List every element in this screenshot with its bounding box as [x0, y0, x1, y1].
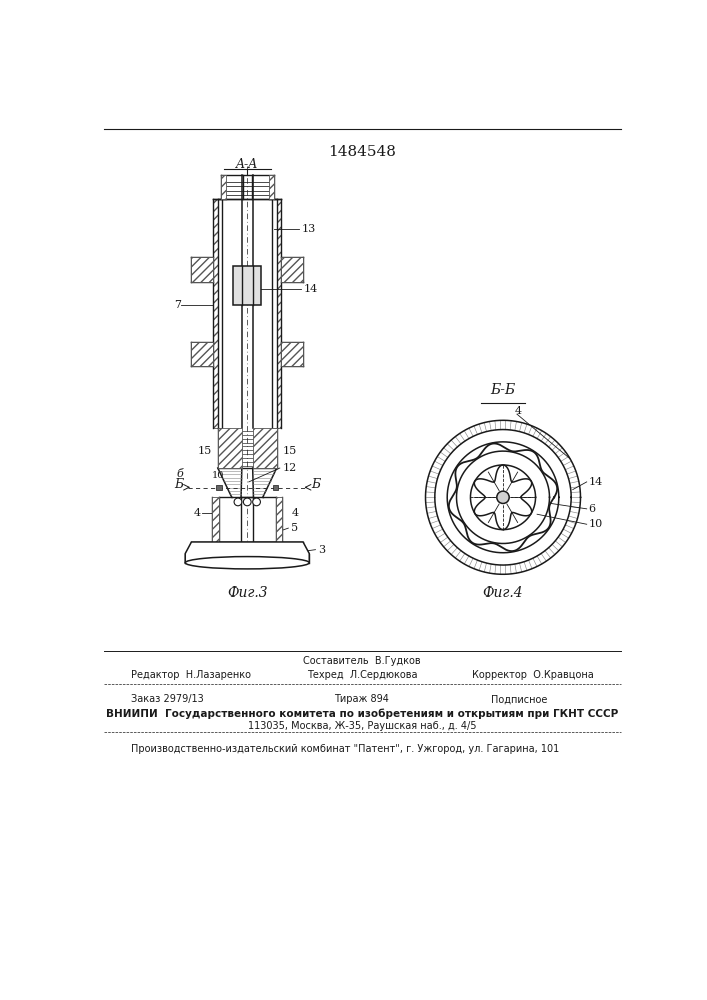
- Text: Тираж 894: Тираж 894: [334, 694, 390, 704]
- Bar: [273, 485, 279, 490]
- Text: 4: 4: [515, 406, 522, 416]
- Bar: [276, 497, 282, 542]
- Text: 4: 4: [193, 508, 201, 518]
- Text: Редактор  Н.Лазаренко: Редактор Н.Лазаренко: [131, 670, 251, 680]
- Bar: [192, 257, 213, 282]
- Text: 7: 7: [174, 300, 181, 310]
- Text: Техред  Л.Сердюкова: Техред Л.Сердюкова: [307, 670, 417, 680]
- Circle shape: [252, 498, 260, 506]
- Bar: [221, 175, 226, 199]
- Text: 13: 13: [301, 224, 316, 234]
- Text: Б: Б: [311, 478, 320, 491]
- Text: Заказ 2979/13: Заказ 2979/13: [131, 694, 204, 704]
- Ellipse shape: [185, 557, 309, 569]
- Text: Подписное: Подписное: [491, 694, 548, 704]
- Text: 1484548: 1484548: [328, 145, 396, 159]
- Text: Б-Б: Б-Б: [491, 383, 515, 397]
- Bar: [218, 199, 223, 428]
- Text: Составитель  В.Гудков: Составитель В.Гудков: [303, 656, 421, 666]
- Bar: [276, 199, 281, 428]
- Text: Б: Б: [175, 478, 184, 491]
- Circle shape: [497, 491, 509, 503]
- Bar: [281, 257, 303, 282]
- Text: б: б: [177, 469, 184, 479]
- Text: 14: 14: [304, 284, 318, 294]
- Text: 113035, Москва, Ж-35, Раушская наб., д. 4/5: 113035, Москва, Ж-35, Раушская наб., д. …: [247, 721, 477, 731]
- Bar: [192, 342, 213, 366]
- Bar: [269, 175, 274, 199]
- Text: 4: 4: [291, 508, 298, 518]
- Bar: [213, 199, 218, 428]
- Text: 10: 10: [588, 519, 602, 529]
- Bar: [272, 199, 276, 428]
- Text: 12: 12: [283, 463, 297, 473]
- Text: 15: 15: [283, 446, 297, 456]
- Text: 14: 14: [588, 477, 602, 487]
- Bar: [212, 497, 218, 542]
- Text: 10: 10: [211, 471, 224, 480]
- Text: ВНИИПИ  Государственного комитета по изобретениям и открытиям при ГКНТ СССР: ВНИИПИ Государственного комитета по изоб…: [106, 708, 618, 719]
- Text: Производственно-издательский комбинат "Патент", г. Ужгород, ул. Гагарина, 101: Производственно-издательский комбинат "П…: [131, 744, 559, 754]
- Circle shape: [234, 498, 242, 506]
- Text: Корректор  О.Кравцона: Корректор О.Кравцона: [472, 670, 594, 680]
- Bar: [216, 485, 222, 490]
- Text: Фиг.4: Фиг.4: [483, 586, 523, 600]
- Bar: [252, 428, 276, 468]
- Text: 5: 5: [291, 523, 298, 533]
- Circle shape: [243, 498, 251, 506]
- Text: 6: 6: [588, 504, 595, 514]
- Text: 15: 15: [197, 446, 211, 456]
- Text: A-A: A-A: [236, 158, 258, 172]
- Polygon shape: [185, 542, 309, 563]
- Bar: [233, 266, 261, 305]
- Text: Фиг.3: Фиг.3: [227, 586, 267, 600]
- Bar: [281, 342, 303, 366]
- Text: 3: 3: [319, 545, 326, 555]
- Bar: [218, 428, 242, 468]
